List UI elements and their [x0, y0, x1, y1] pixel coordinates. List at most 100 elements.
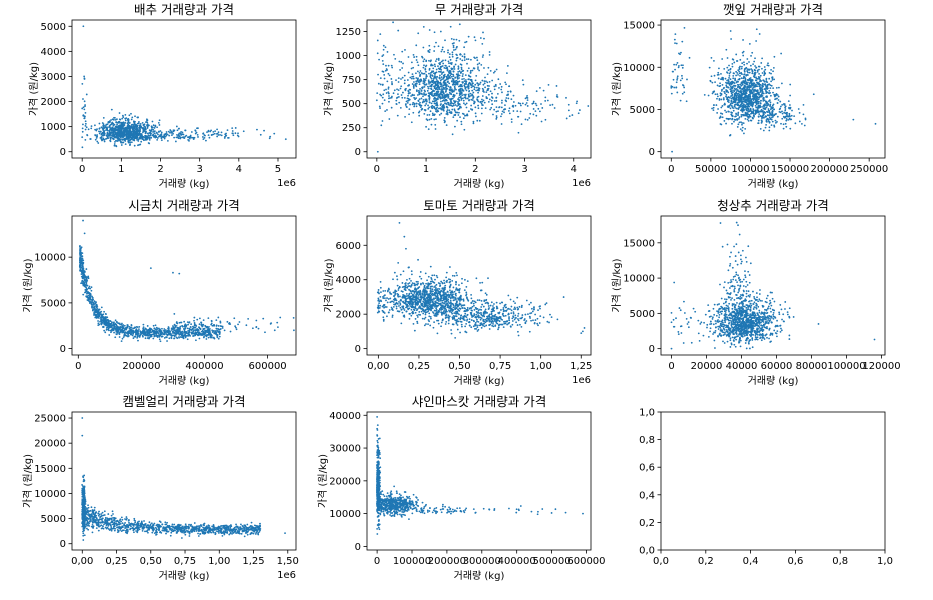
scatter-point	[423, 100, 426, 103]
scatter-point	[500, 115, 502, 118]
scatter-point	[743, 132, 745, 135]
scatter-point	[743, 68, 746, 71]
scatter-point	[475, 56, 478, 59]
scatter-point	[380, 124, 383, 127]
scatter-point	[765, 80, 768, 83]
scatter-point	[749, 104, 752, 107]
scatter-point	[445, 87, 448, 90]
scatter-point	[451, 80, 453, 82]
scatter-point	[234, 132, 237, 135]
scatter-point	[503, 111, 505, 114]
scatter-point	[475, 74, 478, 77]
scatter-point	[746, 109, 748, 112]
scatter-point	[454, 87, 456, 90]
scatter-point	[453, 68, 456, 70]
scatter-point	[742, 114, 745, 117]
subplot-3: 0 50000 100000 150000 200000 2500000500010000…	[610, 2, 888, 190]
scatter-point	[767, 103, 770, 106]
scatter-point	[212, 131, 215, 133]
scatter-point	[205, 338, 208, 340]
scatter-point	[119, 140, 122, 143]
scatter-point	[90, 127, 93, 130]
scatter-point	[733, 61, 736, 64]
scatter-point	[201, 136, 204, 138]
scatter-point	[752, 63, 754, 65]
scatter-point	[451, 108, 454, 111]
scatter-point	[135, 329, 137, 332]
scatter-point	[109, 329, 112, 332]
y-axis-label: 가격 (원/kg)	[27, 62, 40, 116]
scatter-point	[178, 336, 181, 339]
scatter-point	[428, 67, 431, 70]
scatter-point	[111, 129, 114, 131]
scatter-point	[420, 78, 422, 81]
scatter-point	[404, 49, 406, 51]
scatter-point	[716, 112, 719, 114]
scatter-point	[163, 134, 166, 137]
scatter-point	[430, 83, 433, 86]
scatter-point	[407, 92, 410, 95]
scatter-point	[459, 71, 462, 74]
scatter-point	[80, 271, 83, 274]
scatter-point	[431, 100, 434, 103]
scatter-point	[110, 108, 113, 111]
scatter-point	[739, 98, 742, 101]
scatter-point	[124, 128, 126, 130]
scatter-point	[683, 91, 686, 94]
scatter-point	[743, 84, 746, 87]
scatter-point	[473, 56, 476, 59]
scatter-point	[781, 112, 784, 115]
scatter-point	[390, 96, 393, 99]
scatter-point	[450, 112, 452, 115]
scatter-point	[96, 304, 98, 307]
scatter-point	[673, 63, 676, 66]
scatter-point	[757, 122, 760, 125]
scatter-point	[417, 64, 420, 67]
scatter-point	[737, 114, 739, 117]
scatter-point	[758, 72, 760, 75]
scatter-point	[535, 114, 538, 117]
scatter-point	[744, 78, 747, 80]
scatter-point	[110, 322, 112, 325]
scatter-point	[744, 86, 747, 88]
scatter-point	[446, 106, 449, 109]
scatter-point	[110, 119, 112, 121]
scatter-point	[380, 94, 383, 97]
x-tick-label: 250000	[850, 164, 888, 175]
scatter-point	[556, 94, 558, 96]
scatter-point	[115, 145, 118, 148]
scatter-point	[532, 102, 535, 104]
scatter-point	[764, 126, 767, 129]
scatter-point	[741, 51, 744, 54]
scatter-point	[80, 246, 83, 249]
scatter-point	[133, 144, 136, 147]
scatter-point	[138, 132, 141, 135]
scatter-point	[524, 97, 527, 100]
scatter-point	[521, 79, 524, 82]
scatter-point	[462, 97, 464, 100]
scatter-point	[115, 134, 118, 137]
scatter-point	[90, 289, 93, 292]
scatter-point	[450, 89, 453, 92]
scatter-point	[146, 136, 149, 139]
scatter-point	[127, 124, 130, 127]
scatter-point	[376, 150, 379, 153]
scatter-point	[173, 136, 176, 139]
scatter-point	[767, 62, 769, 65]
scatter-point	[114, 141, 116, 143]
scatter-point	[448, 111, 451, 114]
scatter-point	[497, 110, 499, 113]
x-tick-label: 200000	[810, 164, 848, 175]
scatter-point	[751, 51, 754, 54]
scatter-point	[263, 129, 265, 132]
scatter-point	[738, 116, 741, 119]
scatter-point	[145, 118, 148, 121]
scatter-point	[500, 106, 503, 109]
scatter-point	[436, 88, 439, 91]
scatter-point	[168, 134, 171, 137]
scatter-point	[119, 128, 122, 131]
scatter-point	[413, 102, 416, 105]
scatter-point	[716, 93, 719, 96]
plot-area-frame	[660, 19, 886, 159]
scatter-point	[784, 122, 787, 125]
